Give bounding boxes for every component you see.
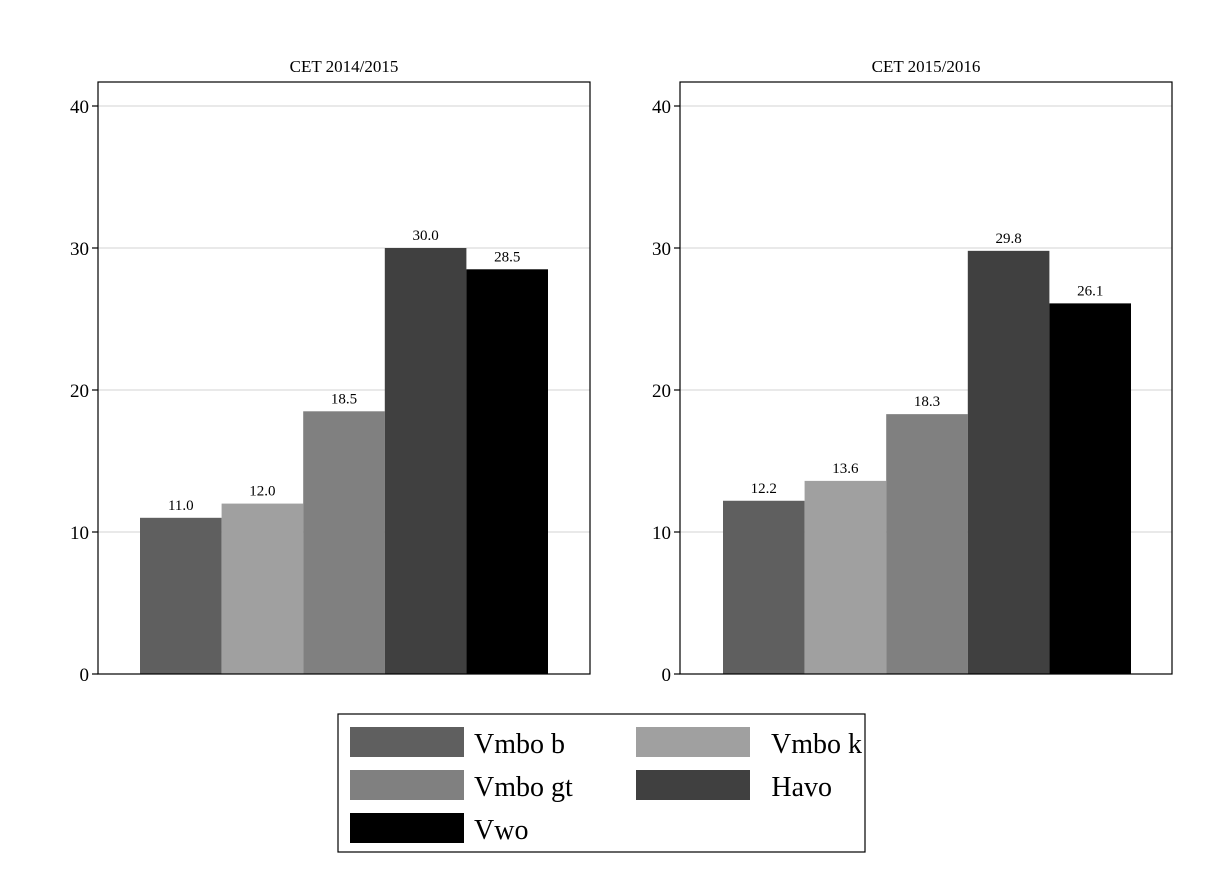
data-label: 26.1 <box>1077 283 1103 299</box>
bar-vmbo-b <box>140 517 222 674</box>
panel-2: CET 2015/2016 12.2 13.6 18.3 29.8 26.1 0 10 20… <box>652 57 1173 686</box>
legend-label: Havo <box>771 772 832 803</box>
legend-items: Vmbo b Vmbo k Vmbo gt Havo Vwo <box>350 727 862 846</box>
bar-vmbo-gt <box>886 414 968 674</box>
data-label: 18.3 <box>914 394 940 410</box>
legend-swatch <box>350 770 464 800</box>
panel-2-frame <box>679 81 1173 675</box>
y-tick-label: 30 <box>652 239 671 260</box>
data-label: 29.8 <box>995 231 1021 247</box>
panel-1-data-labels: 11.0 12.0 18.5 30.0 28.5 <box>168 228 520 514</box>
legend: Vmbo b Vmbo k Vmbo gt Havo Vwo <box>337 713 866 853</box>
bar-vmbo-b <box>723 500 805 674</box>
legend-label: Vmbo gt <box>474 772 573 803</box>
panel-2-title: CET 2015/2016 <box>872 57 981 76</box>
bar-vwo <box>1049 303 1131 674</box>
y-tick-label: 0 <box>80 665 90 686</box>
legend-swatch <box>636 770 750 800</box>
data-label: 12.0 <box>249 484 275 500</box>
panel-1: CET 2014/2015 11.0 12.0 18.5 30.0 28.5 0 10 20… <box>70 57 591 686</box>
y-tick-label: 10 <box>70 523 89 544</box>
data-label: 12.2 <box>751 481 777 497</box>
bar-vmbo-k <box>221 503 304 674</box>
panel-1-frame <box>97 81 591 675</box>
panel-2-bars <box>723 250 1131 674</box>
data-label: 11.0 <box>168 498 194 514</box>
bar-vmbo-k <box>804 480 887 674</box>
legend-label: Vmbo b <box>474 729 565 760</box>
panel-1-title: CET 2014/2015 <box>290 57 399 76</box>
bar-vmbo-gt <box>303 411 385 674</box>
panel-2-data-labels: 12.2 13.6 18.3 29.8 26.1 <box>751 231 1104 497</box>
data-label: 28.5 <box>494 249 520 265</box>
y-tick-label: 20 <box>652 381 671 402</box>
bar-vwo <box>466 269 548 674</box>
legend-label: Vwo <box>474 815 528 846</box>
y-tick-label: 30 <box>70 239 89 260</box>
legend-swatch <box>350 727 464 757</box>
data-label: 30.0 <box>412 228 438 244</box>
data-label: 13.6 <box>832 461 859 477</box>
y-tick-label: 40 <box>652 97 671 118</box>
bar-havo <box>384 248 467 674</box>
panel-1-bars <box>140 248 548 674</box>
y-tick-label: 0 <box>662 665 672 686</box>
legend-swatch <box>350 813 464 843</box>
legend-swatch <box>636 727 750 757</box>
y-tick-label: 40 <box>70 97 89 118</box>
legend-label: Vmbo k <box>771 729 862 760</box>
y-tick-label: 20 <box>70 381 89 402</box>
panel-2-y-axis: 0 10 20 30 40 <box>652 97 680 686</box>
bar-havo <box>967 250 1050 674</box>
y-tick-label: 10 <box>652 523 671 544</box>
panel-1-y-axis: 0 10 20 30 40 <box>70 97 98 686</box>
data-label: 18.5 <box>331 391 357 407</box>
